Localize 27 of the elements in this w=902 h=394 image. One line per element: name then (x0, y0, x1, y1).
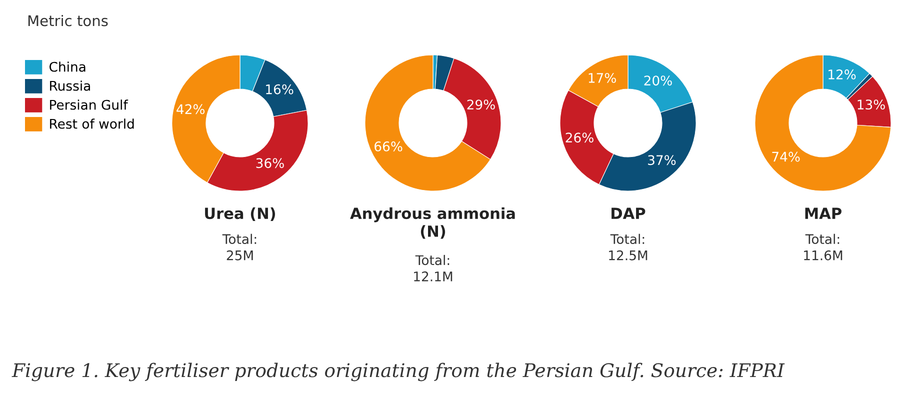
text: Total: 12.1M (414, 254, 452, 282)
legend-label: China (49, 62, 86, 72)
data-label: 13% (858, 100, 885, 110)
data-label: 12% (828, 69, 856, 80)
data-label: 37% (648, 155, 676, 166)
legend-label: Persian Gulf (50, 100, 128, 110)
donut-slice (754, 54, 892, 192)
text: Total: 12.5M (609, 234, 648, 260)
data-label: 66% (374, 141, 402, 152)
data-label: 26% (566, 132, 594, 143)
caption: Figure 1. Key fertiliser products originating from the Persian Gulf. Source: IFPRI (12, 362, 785, 382)
legend-label: Russia (50, 80, 90, 91)
data-label: 16% (266, 84, 294, 94)
text: Total: 25M (222, 234, 256, 260)
data-label: 74% (772, 152, 800, 162)
text: MAP (805, 208, 842, 219)
data-label: 17% (588, 72, 616, 83)
legend-title: Metric tons (28, 14, 108, 26)
text: Total: 11.6M (804, 234, 842, 260)
text: DAP (612, 208, 646, 219)
text: Anydrous ammonia (N) (350, 207, 515, 239)
legend-label: Rest of world (50, 118, 134, 129)
text: Urea (N) (205, 207, 276, 221)
data-label: 42% (176, 104, 205, 114)
data-label: 20% (644, 76, 672, 86)
data-label: 29% (467, 100, 495, 110)
data-label: 36% (256, 158, 284, 168)
